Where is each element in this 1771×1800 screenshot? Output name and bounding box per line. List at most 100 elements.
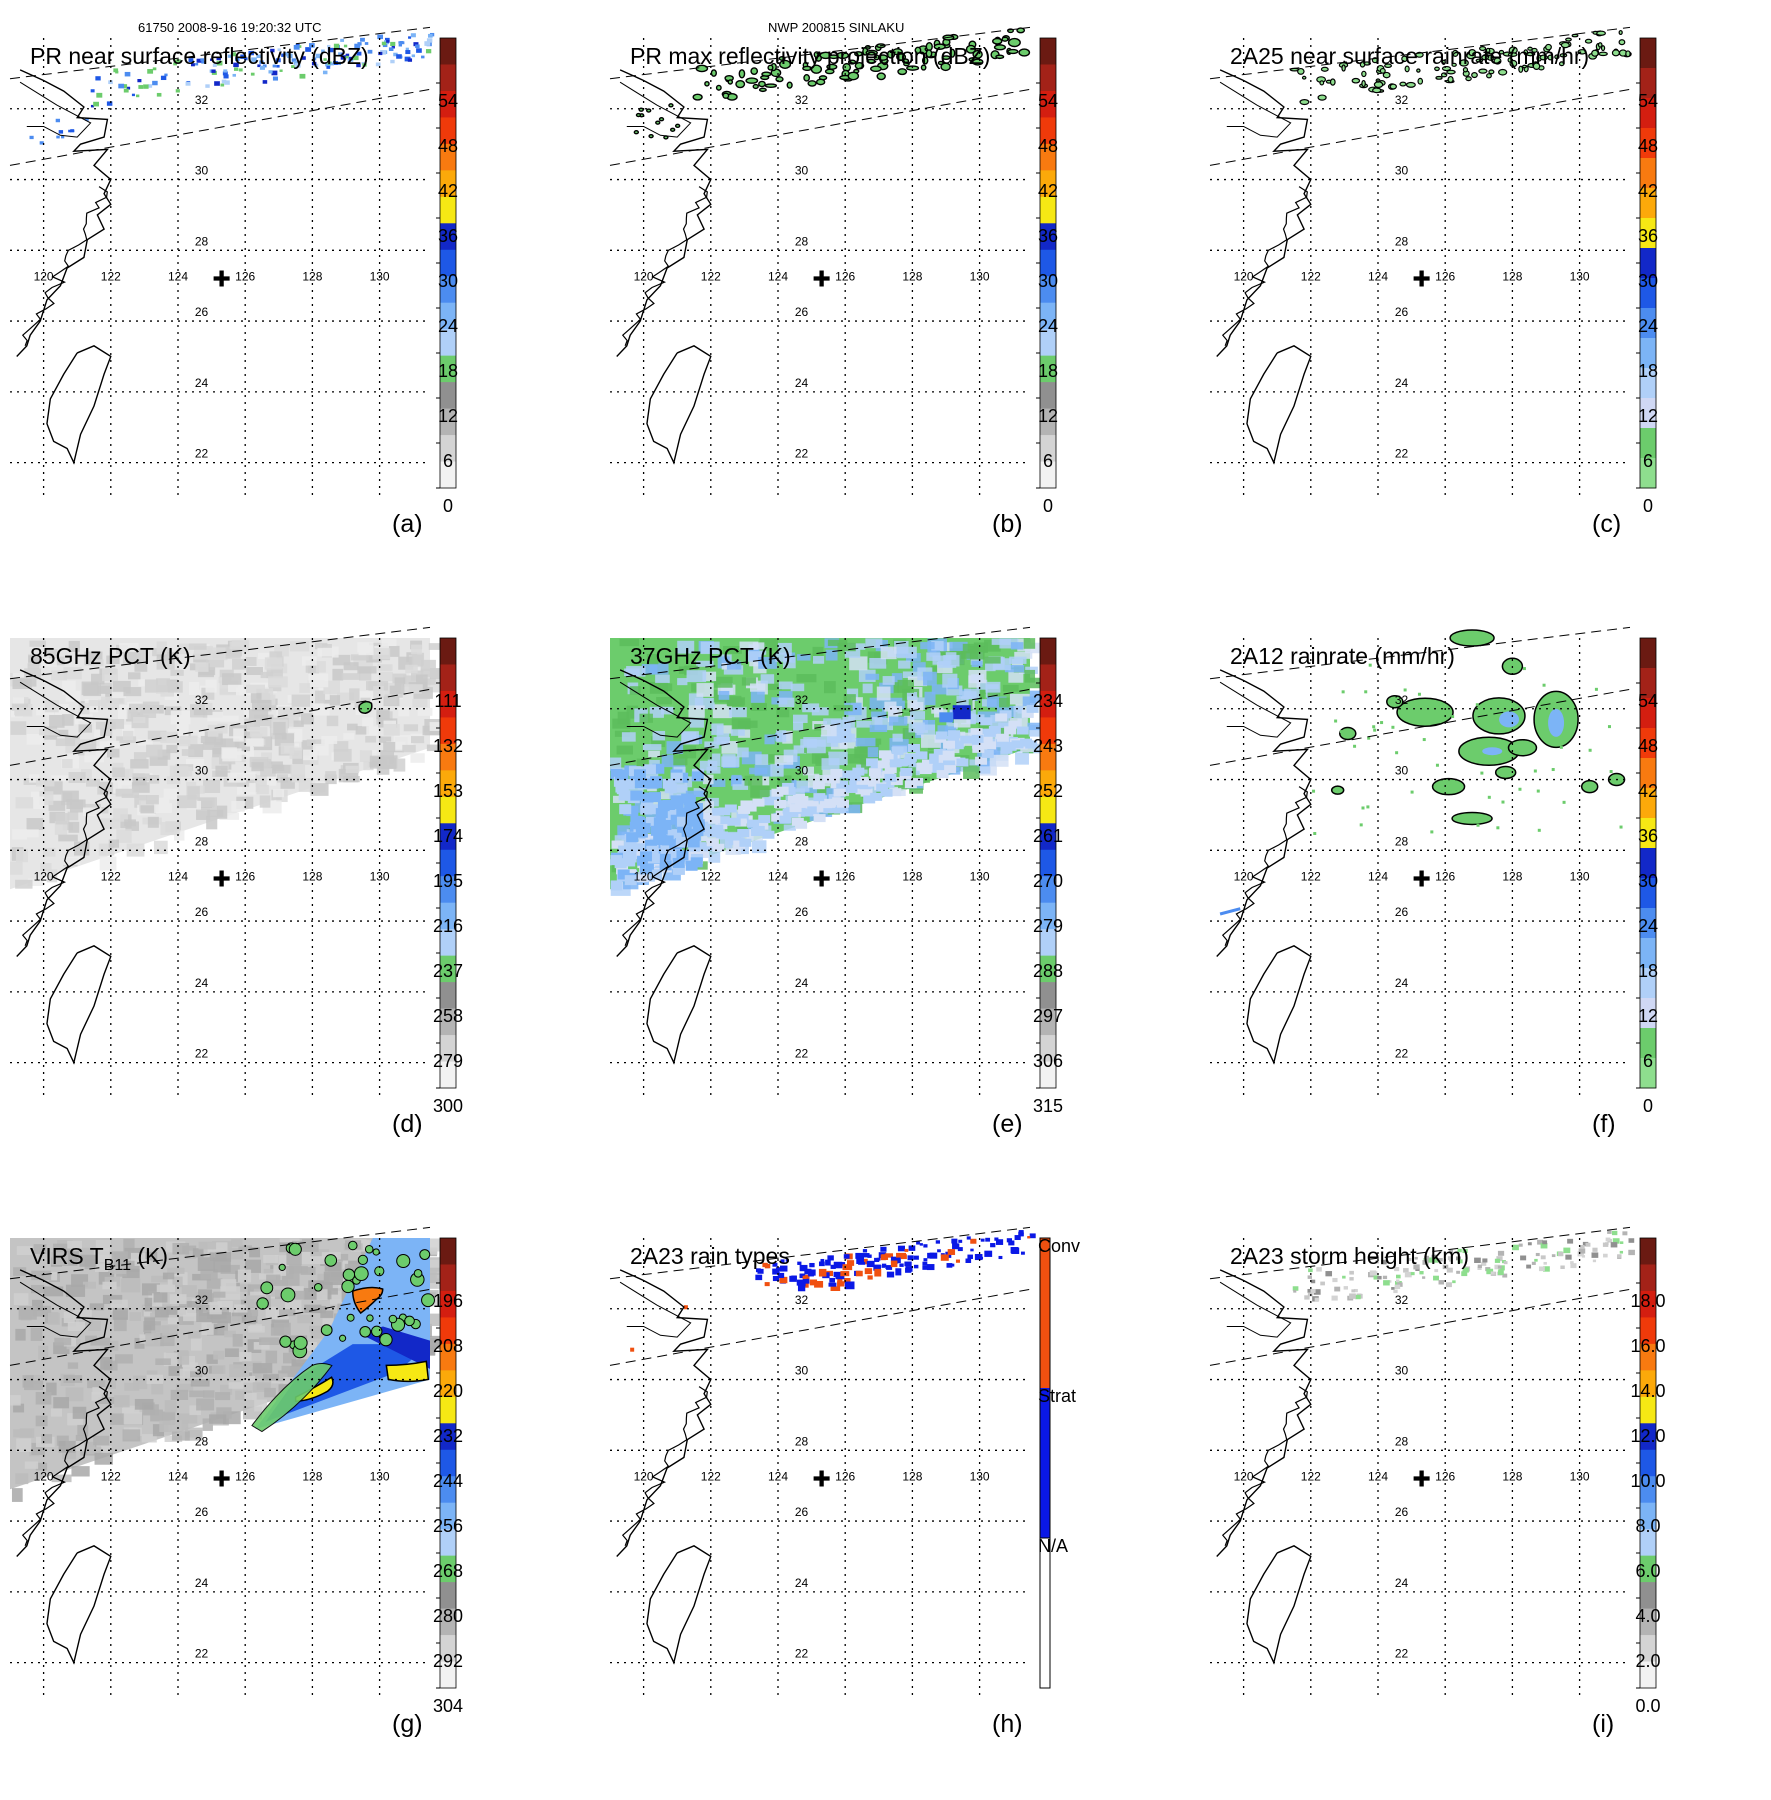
swath-texture bbox=[624, 875, 637, 886]
colorbar-label: 234 bbox=[1033, 691, 1063, 711]
data-pixel bbox=[1542, 683, 1546, 687]
swath-texture bbox=[624, 849, 637, 860]
swath-texture bbox=[303, 1288, 322, 1300]
colorbar-segment bbox=[1640, 1582, 1656, 1610]
swath-texture bbox=[355, 726, 369, 735]
swath-texture bbox=[278, 706, 295, 717]
swath-texture bbox=[41, 1434, 53, 1444]
swath-texture bbox=[35, 1415, 48, 1427]
swath-texture bbox=[62, 680, 76, 695]
colorbar: 18.016.014.012.010.08.06.04.02.00.0 bbox=[1630, 1237, 1666, 1716]
swath-texture bbox=[249, 727, 268, 737]
data-pixel bbox=[1535, 1252, 1540, 1257]
colorbar-label: 18 bbox=[438, 361, 458, 381]
swath-texture bbox=[260, 671, 274, 679]
rain-streak bbox=[1219, 907, 1241, 916]
swath-texture bbox=[884, 701, 897, 712]
rain-contour bbox=[1361, 79, 1366, 88]
colorbar-segment bbox=[1640, 1238, 1656, 1265]
swath-texture bbox=[717, 684, 736, 695]
swath-texture bbox=[127, 648, 145, 662]
rain-contour bbox=[1478, 68, 1488, 74]
data-pixel bbox=[295, 63, 301, 68]
data-pixel bbox=[1476, 823, 1480, 827]
swath-texture bbox=[859, 781, 872, 790]
swath-texture bbox=[910, 702, 924, 711]
colorbar-segment bbox=[440, 408, 456, 436]
swath-texture bbox=[253, 775, 267, 787]
swath-texture bbox=[630, 815, 643, 826]
colorbar-segment bbox=[440, 276, 456, 304]
rain-contour bbox=[1320, 66, 1329, 72]
swath-texture bbox=[800, 786, 820, 794]
longitude-label: 126 bbox=[1435, 1469, 1455, 1483]
swath-texture bbox=[889, 716, 908, 726]
data-pixel bbox=[1447, 1256, 1453, 1261]
colorbar-label: 6 bbox=[443, 451, 453, 471]
swath-texture bbox=[635, 827, 648, 838]
data-pixel bbox=[1380, 721, 1384, 725]
longitude-label: 126 bbox=[1435, 869, 1455, 883]
swath-texture bbox=[836, 780, 849, 789]
swath-texture bbox=[237, 1269, 252, 1283]
cloud-edge bbox=[260, 1281, 274, 1295]
longitude-label: 128 bbox=[1502, 869, 1522, 883]
mainland-coastline bbox=[616, 1269, 712, 1557]
swath-texture bbox=[47, 1312, 60, 1325]
data-pixel bbox=[863, 1261, 868, 1265]
colorbar-segment bbox=[1640, 938, 1656, 969]
swath-texture bbox=[198, 1241, 217, 1250]
colorbar-segment bbox=[440, 1476, 456, 1504]
swath-texture bbox=[51, 775, 71, 782]
latitude-label: 26 bbox=[195, 1505, 209, 1519]
swath-texture bbox=[98, 843, 115, 856]
swath-texture bbox=[51, 1252, 69, 1266]
swath-texture bbox=[677, 640, 695, 654]
swath-texture bbox=[151, 1275, 168, 1283]
data-pixel bbox=[137, 79, 142, 83]
data-pixel bbox=[990, 1243, 996, 1248]
data-pixel bbox=[835, 1275, 845, 1280]
latitude-label: 28 bbox=[795, 834, 809, 848]
colorbar-segment bbox=[1640, 638, 1656, 669]
colorbar-segment bbox=[1640, 218, 1656, 249]
cloud-edge bbox=[279, 1335, 292, 1348]
colorbar-segment bbox=[1640, 1370, 1656, 1398]
swath-texture bbox=[177, 795, 197, 809]
colorbar-segment bbox=[440, 743, 456, 771]
swath-texture bbox=[58, 1440, 76, 1453]
swath-texture bbox=[128, 703, 148, 714]
swath-texture bbox=[971, 660, 983, 668]
swath-texture bbox=[1028, 724, 1044, 737]
swath-texture bbox=[29, 774, 40, 783]
swath-texture bbox=[18, 1305, 37, 1320]
swath-texture bbox=[708, 849, 721, 863]
data-pixel bbox=[895, 1268, 902, 1276]
data-pixel bbox=[424, 41, 431, 46]
reflectivity-contour bbox=[635, 112, 642, 118]
swath-texture bbox=[833, 705, 853, 712]
longitude-label: 122 bbox=[101, 269, 121, 283]
swath-texture bbox=[299, 683, 310, 693]
longitude-label: 130 bbox=[970, 869, 990, 883]
swath-texture bbox=[902, 728, 916, 740]
swath-texture bbox=[232, 658, 246, 670]
latitude-label: 22 bbox=[795, 1647, 809, 1661]
data-pixel bbox=[1619, 1250, 1624, 1254]
data-pixel bbox=[327, 47, 334, 53]
swath-texture bbox=[104, 1276, 121, 1287]
data-pixel bbox=[259, 65, 265, 70]
swath-texture bbox=[676, 850, 689, 861]
swath-texture bbox=[271, 1289, 285, 1297]
swath-texture bbox=[85, 1335, 97, 1343]
swath-texture bbox=[67, 811, 79, 821]
colorbar-segment bbox=[1640, 698, 1656, 729]
swath-texture bbox=[891, 746, 904, 755]
rain-contour bbox=[1417, 77, 1424, 85]
data-pixel bbox=[1423, 1258, 1429, 1262]
data-pixel bbox=[1551, 1254, 1556, 1258]
swath-texture bbox=[314, 661, 326, 673]
swath-texture bbox=[929, 760, 942, 769]
data-pixel bbox=[1579, 1244, 1585, 1249]
data-pixel bbox=[1008, 1240, 1015, 1246]
